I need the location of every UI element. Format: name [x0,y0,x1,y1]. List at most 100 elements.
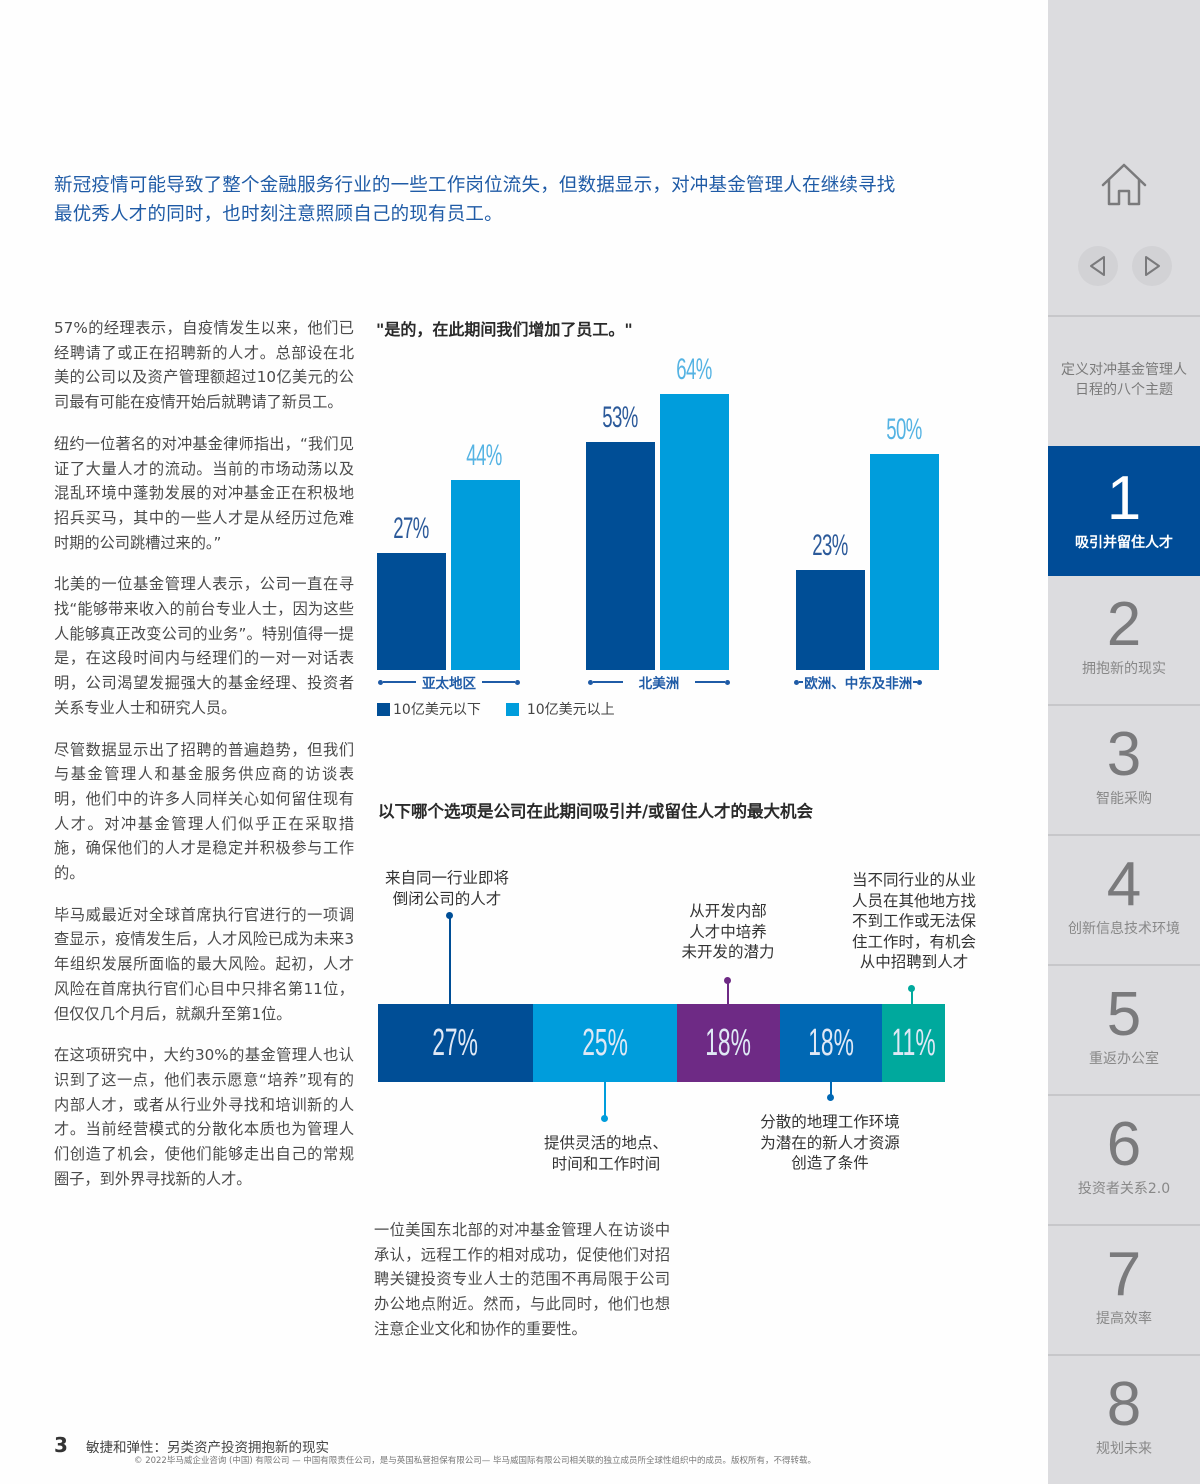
axis-group-na: 北美洲 [588,672,730,692]
sidebar-item-number: 8 [1106,1370,1142,1439]
segment-cross-industry: 11% [882,1004,945,1082]
callout-cross-industry: 当不同行业的从业 人员在其他地方找 不到工作或无法保 住工作时，有机会 从中招聘… [836,870,992,973]
category-label: 欧洲、中东及非洲 [804,676,913,692]
bar-label: 50% [886,413,922,446]
sidebar: 定义对冲基金管理人 日程的八个主题 1 吸引并留住人才 2 拥抱新的现实 3 智… [1048,0,1200,1484]
segment-value: 18% [808,1021,854,1064]
axis-group-emea: 欧洲、中东及非洲 [794,672,942,692]
triangle-left-icon [1090,256,1105,276]
axis-dot [378,679,383,685]
callout-pin-line [449,915,451,1004]
axis-line [695,681,725,683]
footer-title: 敏捷和弹性：另类资产投资拥抱新的现实 [86,1440,329,1456]
paragraph: 纽约一位著名的对冲基金律师指出，“我们见证了大量人才的流动。当前的市场动荡以及混… [54,434,354,552]
callout-line: 为潜在的新人才资源 [760,1133,900,1152]
sidebar-item-number: 6 [1106,1110,1142,1179]
axis-dot [725,679,730,685]
divider [1048,315,1200,317]
paragraph: 57%的经理表示，自疫情发生以来，他们已经聘请了或正在招聘新的人才。总部设在北美… [54,319,354,412]
chart1-title: "是的，在此期间我们增加了员工。" [376,320,633,339]
paragraph: 一位美国东北部的对冲基金管理人在访谈中承认，远程工作的相对成功，促使他们对招聘关… [374,1221,670,1338]
sidebar-item-6[interactable]: 6 投资者关系2.0 [1048,1096,1200,1224]
sidebar-item-label: 智能采购 [1096,791,1152,807]
callout-line: 人员在其他地方找 [851,891,976,910]
chart2-title: 以下哪个选项是公司在此期间吸引并/或留住人才的最大机会 [378,802,814,821]
middle-column: 一位美国东北部的对冲基金管理人在访谈中承认，远程工作的相对成功，促使他们对招聘关… [374,1218,670,1342]
legend-item-above: 10亿美元以上 [505,699,615,719]
callout-line: 分散的地理工作环境 [760,1113,900,1131]
legend-label: 10亿美元以上 [526,702,615,718]
sidebar-item-label: 提高效率 [1096,1311,1152,1327]
previous-page-button[interactable] [1078,246,1118,286]
callout-flexible: 提供灵活的地点、 时间和工作时间 [526,1133,686,1174]
axis-line [799,681,804,683]
chart1-x-axis: 亚太地区 北美洲 欧洲、中东及非洲 [376,672,976,692]
sidebar-item-number: 7 [1106,1240,1142,1309]
callout-pin-line [604,1082,606,1118]
sidebar-item-number: 5 [1106,980,1142,1049]
callout-pin-dot [601,1115,608,1122]
callout-line: 当不同行业的从业 [851,871,976,889]
paragraph: 北美的一位基金管理人表示，公司一直在寻找“能够带来收入的前台专业人士，因为这些人… [54,575,354,717]
divider [1048,1094,1200,1096]
home-button[interactable] [1098,158,1150,210]
callout-pin-line [727,980,729,1004]
sidebar-item-7[interactable]: 7 提高效率 [1048,1226,1200,1354]
stacked-bar: 27% 25% 18% 18% 11% [378,1004,945,1082]
segment-internal: 18% [677,1004,780,1082]
callout-same-industry: 来自同一行业即将 倒闭公司的人才 [372,868,522,909]
paragraph: 毕马威最近对全球首席执行官进行的一项调查显示，疫情发生后，人才风险已成为未来3年… [54,905,354,1023]
sidebar-item-8[interactable]: 8 规划未来 [1048,1356,1200,1484]
axis-line [593,681,623,683]
next-page-button[interactable] [1132,246,1172,286]
callout-line: 提供灵活的地点、 [543,1134,668,1152]
axis-dot [794,679,799,685]
segment-same-industry: 27% [378,1004,533,1082]
callout-pin-line [911,988,913,1004]
axis-line [383,681,416,683]
intro-line-1: 新冠疫情可能导致了整个金融服务行业的一些工作岗位流失，但数据显示，对冲基金管理人… [54,175,896,196]
axis-dot [917,679,923,685]
bar-apac-above [451,480,520,670]
callout-line: 创造了条件 [791,1154,869,1172]
callout-line: 住工作时，有机会 [851,932,976,951]
sidebar-item-label: 创新信息技术环境 [1068,921,1180,937]
sidebar-item-label: 重返办公室 [1089,1051,1159,1067]
sidebar-item-label: 投资者关系2.0 [1077,1181,1171,1197]
sidebar-item-4[interactable]: 4 创新信息技术环境 [1048,836,1200,964]
sidebar-heading-line: 日程的八个主题 [1075,382,1173,398]
segment-value: 25% [582,1021,628,1064]
divider [1048,1354,1200,1356]
sidebar-heading: 定义对冲基金管理人 日程的八个主题 [1048,360,1200,400]
triangle-right-icon [1145,256,1160,276]
sidebar-item-2[interactable]: 2 拥抱新的现实 [1048,576,1200,704]
sidebar-item-5[interactable]: 5 重返办公室 [1048,966,1200,1094]
callout-line: 从开发内部 [689,902,767,920]
bar-label: 27% [393,512,429,545]
axis-dot [588,679,593,685]
grouped-bar-chart: 27% 44% 53% 64% 23% 50% [376,350,976,670]
segment-value: 18% [705,1021,752,1064]
sidebar-item-label: 吸引并留住人才 [1075,535,1173,551]
callout-line: 倒闭公司的人才 [392,889,502,908]
callout-line: 未开发的潜力 [681,943,775,961]
bar-label: 44% [466,439,502,472]
sidebar-heading-line: 定义对冲基金管理人 [1061,362,1187,378]
legend-label: 10亿美元以下 [393,702,481,718]
copyright: © 2022毕马威企业咨询 (中国) 有限公司 — 中国有限责任公司，是与英国私… [134,1456,816,1466]
segment-value: 27% [432,1021,479,1064]
sidebar-item-label: 规划未来 [1096,1441,1152,1457]
callout-line: 不到工作或无法保 [851,912,976,930]
sidebar-item-label: 拥抱新的现实 [1082,661,1166,677]
bar-label: 64% [676,353,712,386]
category-label: 亚太地区 [422,676,476,692]
page-content: 新冠疫情可能导致了整个金融服务行业的一些工作岗位流失，但数据显示，对冲基金管理人… [54,175,992,1466]
sidebar-item-number: 4 [1106,850,1142,919]
sidebar-item-3[interactable]: 3 智能采购 [1048,706,1200,834]
paragraph: 在这项研究中，大约30%的基金管理人也认识到了这一点，他们表示愿意“培养”现有的… [54,1046,354,1188]
bar-label: 53% [602,401,638,434]
intro-line-2: 最优秀人才的同时，也时刻注意照顾自己的现有员工。 [54,204,503,225]
callout-internal-talent: 从开发内部 人才中培养 未开发的潜力 [668,901,788,963]
sidebar-item-1[interactable]: 1 吸引并留住人才 [1048,446,1200,576]
callout-pin-dot [827,1094,834,1101]
